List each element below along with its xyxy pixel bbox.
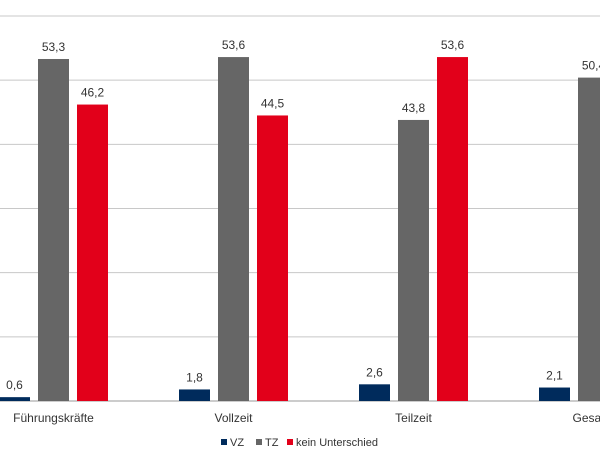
bars-group	[0, 57, 600, 402]
value-labels: 0,6 53,3 46,2 1,8 53,6 44,5 2,6 43,8 53,6 2,1 50,4	[6, 38, 600, 392]
x-tick-label: Gesamt	[572, 411, 600, 425]
bar-tz	[578, 77, 600, 401]
data-label: 2,6	[366, 365, 383, 379]
legend: VZ TZ kein Unterschied	[221, 437, 378, 449]
bar-tz	[38, 58, 69, 401]
data-label: 53,6	[222, 38, 246, 52]
bar-tz	[398, 119, 429, 401]
legend-swatch	[256, 439, 262, 445]
bar-kein-unterschied	[77, 104, 108, 402]
bar-vz	[539, 387, 570, 401]
x-tick-label: Teilzeit	[395, 411, 432, 425]
bar-vz	[359, 384, 390, 401]
data-label: 53,6	[441, 38, 465, 52]
data-label: 53,3	[42, 40, 66, 54]
data-label: 50,4	[582, 59, 600, 73]
data-label: 2,1	[546, 369, 563, 383]
data-label: 43,8	[402, 101, 426, 115]
legend-label: VZ	[230, 437, 244, 449]
data-label: 46,2	[81, 86, 105, 100]
bar-vz	[179, 389, 210, 401]
bar-tz	[218, 57, 249, 402]
x-tick-label: Führungskräfte	[13, 411, 94, 425]
bar-kein-unterschied	[437, 57, 468, 402]
legend-swatch	[287, 439, 293, 445]
legend-label: kein Unterschied	[296, 437, 378, 449]
x-axis-ticks: Führungskräfte Vollzeit Teilzeit Gesamt	[13, 411, 600, 425]
data-label: 44,5	[261, 96, 285, 110]
bar-vz	[0, 397, 30, 401]
data-label: 0,6	[6, 378, 23, 392]
bar-kein-unterschied	[257, 115, 288, 401]
legend-label: TZ	[265, 437, 279, 449]
data-label: 1,8	[186, 370, 203, 384]
x-tick-label: Vollzeit	[214, 411, 253, 425]
legend-swatch	[221, 439, 227, 445]
